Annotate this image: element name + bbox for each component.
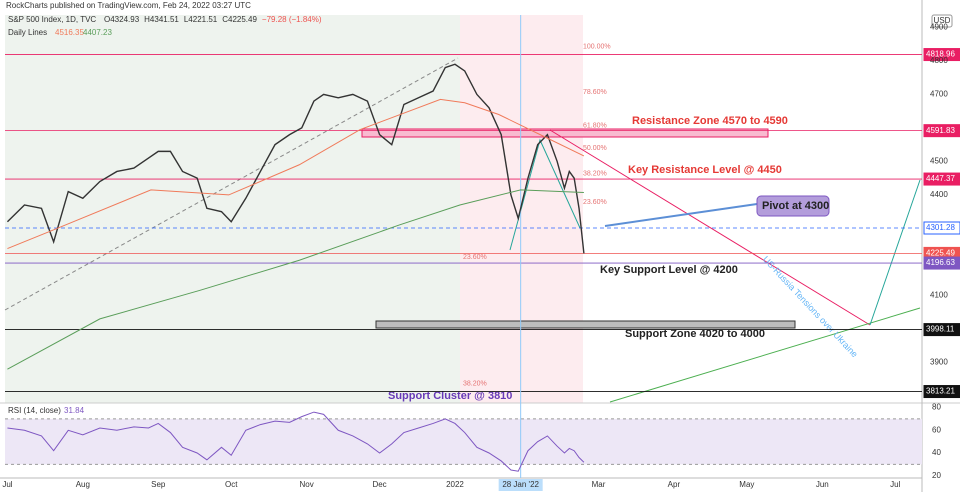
ma-value: 4516.35 [55,28,84,37]
x-tick-label: 2022 [446,480,464,489]
level-badge [923,124,960,138]
level-badge [923,323,960,337]
series-line [7,411,585,472]
x-tick-label: Jun [816,480,829,489]
fib-label: 38.20% [583,171,607,178]
level-label: 3813.21 [926,387,955,396]
level-badge [923,256,960,270]
annotation: Resistance Zone 4570 to 4590 [632,115,788,127]
level-label: 4591.83 [926,126,955,135]
publisher: RockCharts published on TradingView.com,… [6,1,251,10]
currency-box [931,14,953,28]
annotation: Key Support Level @ 4200 [600,264,738,276]
level-badge [923,172,960,186]
x-tick-label: Dec [372,480,386,489]
legend-value: −79.28 (−1.84%) [262,15,322,24]
projection [869,179,921,326]
legend-value: C4225.49 [222,15,257,24]
ma-label: Daily Lines [8,28,47,37]
level-label: 4301.28 [926,223,955,232]
crosshair-badge [498,479,543,491]
bull-zone [5,15,460,403]
legend-value: O4324.93 [104,15,140,24]
annotation: Key Resistance Level @ 4450 [628,164,782,176]
fib-label: 61.80% [583,123,607,130]
level-label: 4196.63 [926,258,955,267]
series-line [7,189,584,370]
rsi-title: RSI (14, close) [8,406,61,415]
rsi-tick-label: 40 [932,448,941,457]
y-tick-label: 4800 [930,56,948,65]
rsi-band [5,418,922,465]
level-label: 3998.11 [926,325,955,334]
x-tick-label: 28 Jan '22 [502,480,539,489]
y-tick-label: 3900 [930,358,948,367]
resistance-zone [361,128,769,138]
level-badge [923,385,960,399]
level-badge [923,48,960,62]
y-tick-label: 4700 [930,90,948,99]
x-tick-label: Jul [2,480,12,489]
level-label: 4818.96 [926,50,955,59]
rsi-tick-label: 60 [932,425,941,434]
fib-label: 23.60% [583,199,607,206]
pivot-box [756,195,830,217]
fib-label: 78.60% [583,89,607,96]
y-tick-label: 4100 [930,291,948,300]
x-tick-label: Jul [890,480,900,489]
fib-label: 23.60% [463,254,487,261]
currency: USD [934,16,951,25]
x-tick-label: May [739,480,754,489]
annotation: Support Zone 4020 to 4000 [625,328,765,340]
level-label: 4447.37 [926,174,955,183]
rsi-value: 31.84 [64,406,85,415]
level-label: 4225.49 [926,249,955,258]
x-tick-label: Oct [225,480,238,489]
fib-label: 100.00% [583,44,611,51]
legend-value: L4221.51 [184,15,218,24]
legend-value: H4341.51 [144,15,179,24]
y-tick-label: 4900 [930,23,948,32]
rsi-tick-label: 20 [932,471,941,480]
y-tick-label: 4500 [930,157,948,166]
fib-label: 50.00% [583,145,607,152]
series-line [6,63,585,254]
fib-label: 38.20% [463,381,487,388]
x-tick-label: Apr [668,480,681,489]
x-tick-label: Mar [592,480,606,489]
x-tick-label: Nov [299,480,313,489]
y-tick-label: 4400 [930,190,948,199]
pivot-pointer [604,203,758,227]
trend-line [609,307,921,403]
annotation: Pivot at 4300 [762,200,829,212]
annotation: US-Russia Tensions over Ukraine [761,254,860,359]
chart-title: S&P 500 Index, 1D, TVC [8,15,96,24]
annotation: Support Cluster @ 3810 [388,390,512,402]
level-badge [923,221,960,235]
rsi-tick-label: 80 [932,403,941,412]
x-tick-label: Aug [76,480,90,489]
ma-value: 4407.23 [83,28,112,37]
series-line [7,98,585,250]
x-tick-label: Sep [151,480,166,489]
support-zone [375,320,796,329]
trend-line [4,57,459,311]
trend-line [549,129,871,326]
